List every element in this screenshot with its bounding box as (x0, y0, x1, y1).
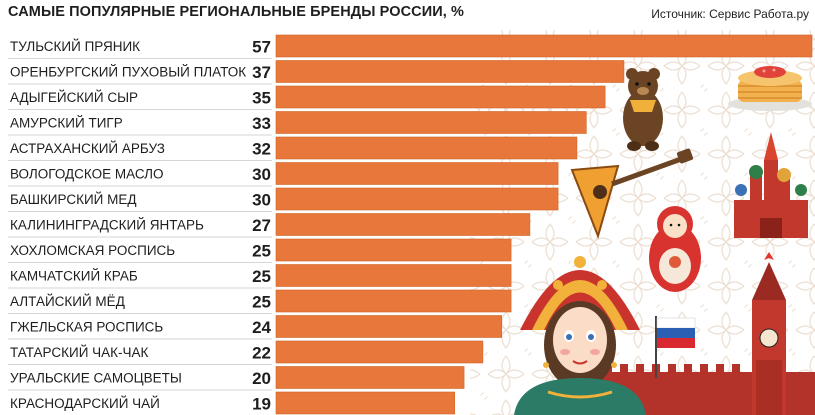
value-label: 25 (252, 293, 271, 312)
category-label: ТУЛЬСКИЙ ПРЯНИК (10, 39, 140, 54)
category-label: ГЖЕЛЬСКАЯ РОСПИСЬ (10, 320, 163, 335)
category-label: ОРЕНБУРГСКИЙ ПУХОВЫЙ ПЛАТОК (10, 65, 246, 80)
cathedral-icon (734, 132, 808, 238)
category-label: АМУРСКИЙ ТИГР (10, 116, 123, 131)
bar (275, 187, 559, 211)
category-label: УРАЛЬСКИЕ САМОЦВЕТЫ (10, 371, 182, 386)
chart-title: САМЫЕ ПОПУЛЯРНЫЕ РЕГИОНАЛЬНЫЕ БРЕНДЫ РОС… (8, 4, 465, 20)
category-label: ВОЛОГОДСКОЕ МАСЛО (10, 167, 164, 182)
bar (275, 213, 531, 236)
bar (275, 315, 502, 338)
category-label: КРАСНОДАРСКИЙ ЧАЙ (10, 396, 160, 411)
category-label: КАМЧАТСКИЙ КРАБ (10, 269, 138, 284)
pancakes-icon (728, 66, 812, 111)
bar (275, 366, 465, 389)
category-label: КАЛИНИНГРАДСКИЙ ЯНТАРЬ (10, 218, 204, 233)
source-note: Источник: Сервис Работа.ру (651, 7, 809, 21)
balalaika-icon (570, 148, 694, 240)
bear-icon (623, 68, 663, 151)
value-label: 37 (252, 63, 271, 82)
value-label: 24 (252, 318, 271, 337)
category-label: АДЫГЕЙСКИЙ СЫР (10, 90, 138, 105)
value-label: 25 (252, 267, 271, 286)
category-label: БАШКИРСКИЙ МЕД (10, 192, 137, 207)
value-label: 32 (252, 140, 271, 159)
bar (275, 60, 625, 83)
bar (275, 162, 559, 185)
value-label: 25 (252, 242, 271, 261)
bar (275, 34, 813, 58)
value-label: 30 (252, 191, 271, 210)
value-label: 57 (252, 38, 271, 57)
bar (275, 391, 455, 415)
bar (275, 264, 512, 287)
girl-in-kokoshnik-icon (514, 256, 646, 415)
matryoshka-icon (649, 206, 701, 292)
category-label: ТАТАРСКИЙ ЧАК-ЧАК (10, 345, 149, 360)
value-label: 27 (252, 216, 271, 235)
value-label: 19 (252, 395, 271, 414)
category-label: АСТРАХАНСКИЙ АРБУЗ (10, 141, 165, 156)
bar (275, 238, 512, 262)
bar (275, 111, 587, 134)
category-label: ХОХЛОМСКАЯ РОСПИСЬ (10, 243, 175, 258)
value-label: 33 (252, 114, 271, 133)
russian-flag-icon (655, 316, 696, 378)
bar (275, 136, 578, 160)
bar (275, 85, 606, 109)
value-label: 22 (252, 344, 271, 363)
category-label: АЛТАЙСКИЙ МЁД (10, 294, 125, 309)
value-label: 20 (252, 369, 271, 388)
bar (275, 340, 484, 364)
value-label: 30 (252, 165, 271, 184)
bar (275, 289, 512, 313)
value-label: 35 (252, 89, 271, 108)
